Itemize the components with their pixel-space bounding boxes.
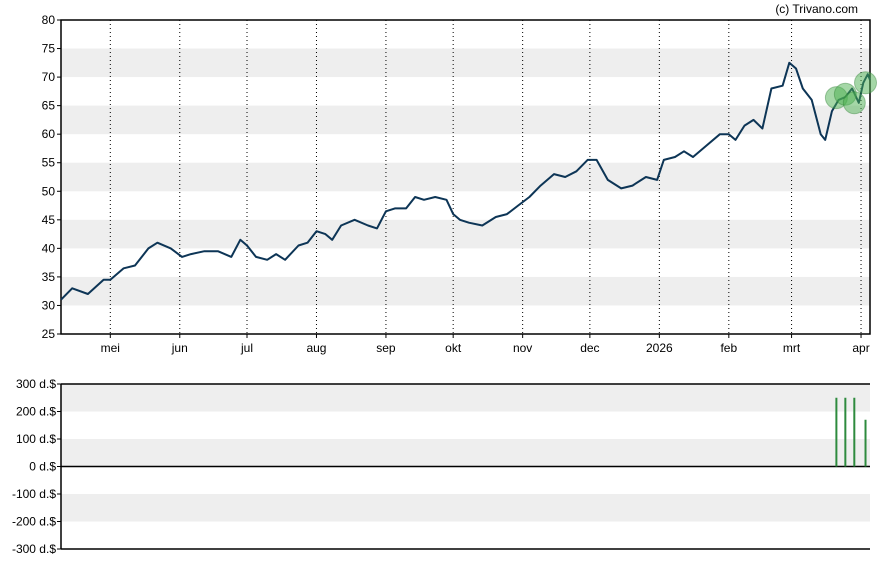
y-tick-label: 55 [42, 156, 56, 170]
x-tick-label: feb [720, 341, 737, 355]
x-tick-label: jun [171, 341, 188, 355]
grid-band [61, 162, 870, 192]
y-tick-label: -300 d.$ [12, 542, 56, 556]
transaction-marker [854, 71, 878, 95]
y-tick-label: 75 [42, 42, 56, 56]
plot-frame [60, 19, 871, 335]
y-tick-label: 80 [42, 13, 56, 27]
y-tick-label: 100 d.$ [16, 432, 56, 446]
grid-band [61, 219, 870, 249]
x-tick-label: jul [240, 341, 253, 355]
grid-band [61, 439, 870, 467]
y-tick-label: 50 [42, 184, 56, 198]
y-tick-label: 35 [42, 270, 56, 284]
grid-band [61, 105, 870, 135]
y-tick-label: 300 d.$ [16, 377, 56, 391]
x-tick-label: 2026 [646, 341, 673, 355]
y-tick-label: 25 [42, 327, 56, 341]
price-chart: mei jun jul aug sep okt nov dec 2026 feb mrt apr 25 3… [42, 13, 878, 355]
y-tick-label: -100 d.$ [12, 487, 56, 501]
price-line [60, 61, 871, 301]
transaction-chart: 300 d.$ 200 d.$ 100 d.$ 0 d.$ -100 d.$ -200 d… [12, 377, 870, 556]
x-tick-label: sep [376, 341, 396, 355]
y-tick-label: -200 d.$ [12, 515, 56, 529]
x-tick-label: dec [580, 341, 599, 355]
x-tick-label: mei [101, 341, 120, 355]
grid-band [61, 48, 870, 78]
y-tick-label: 45 [42, 213, 56, 227]
y-tick-label: 60 [42, 127, 56, 141]
x-tick-label: aug [306, 341, 326, 355]
x-tick-label: apr [852, 341, 869, 355]
x-tick-label: mrt [783, 341, 801, 355]
y-tick-label: 40 [42, 241, 56, 255]
x-tick-label: nov [513, 341, 532, 355]
y-tick-label: 70 [42, 70, 56, 84]
y-tick-label: 0 d.$ [29, 460, 56, 474]
y-tick-label: 30 [42, 298, 56, 312]
copyright-label: (c) Trivano.com [775, 2, 858, 16]
x-tick-label: okt [445, 341, 462, 355]
transaction-marker [842, 91, 866, 115]
grid-band [61, 276, 870, 306]
grid-band [61, 384, 870, 412]
y-tick-label: 65 [42, 99, 56, 113]
grid-band [61, 494, 870, 522]
y-tick-label: 200 d.$ [16, 405, 56, 419]
